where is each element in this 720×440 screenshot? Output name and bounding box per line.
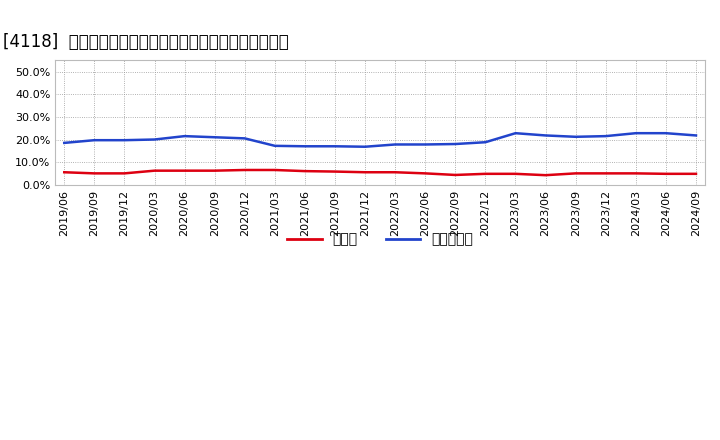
Text: [4118]  現須金、有利子負債の総資産に対する比率の推移: [4118] 現須金、有利子負債の総資産に対する比率の推移 bbox=[4, 33, 289, 51]
Legend: 現須金, 有利子負債: 現須金, 有利子負債 bbox=[282, 227, 479, 252]
